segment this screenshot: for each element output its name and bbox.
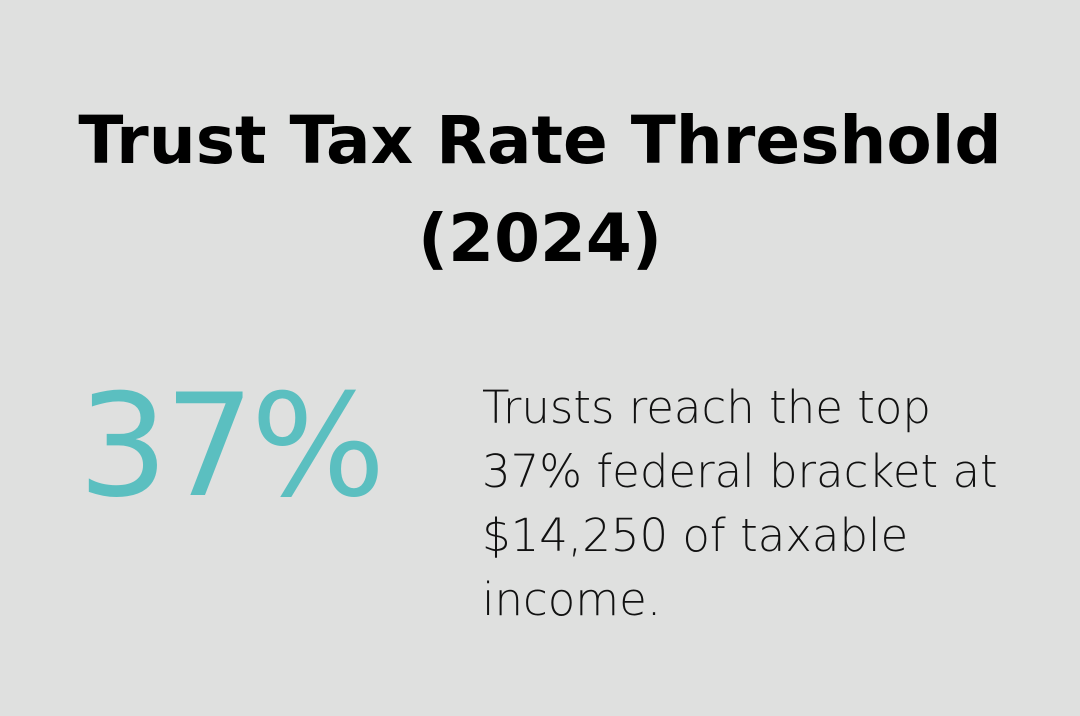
description: Trusts reach the top 37% federal bracket… xyxy=(482,381,998,626)
title: Trust Tax Rate Threshold (2024) xyxy=(78,102,1002,277)
stat-value: 37% xyxy=(78,364,386,529)
